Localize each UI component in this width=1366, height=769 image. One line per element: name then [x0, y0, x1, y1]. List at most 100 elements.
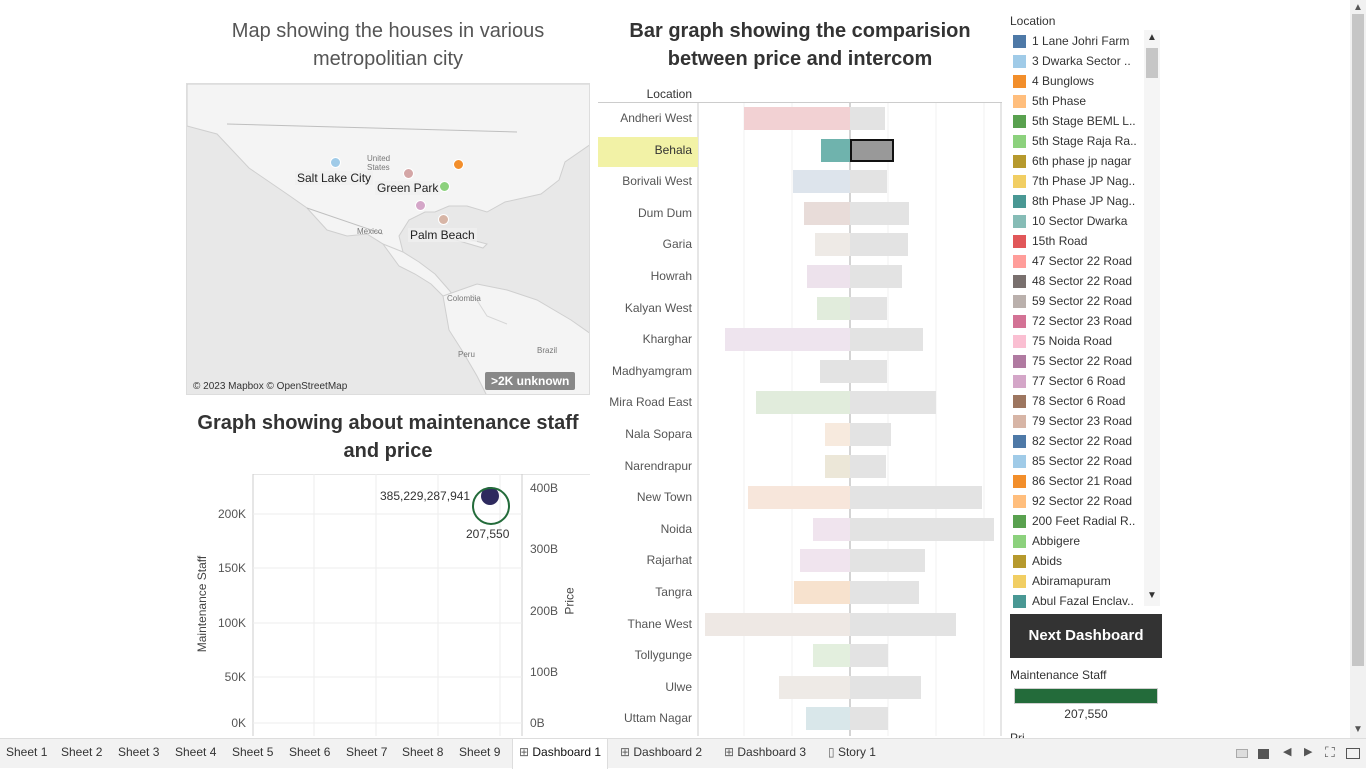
legend-item[interactable]: 75 Noida Road — [1013, 331, 1112, 351]
tab-dashboard-3[interactable]: ⊞ Dashboard 3 — [724, 745, 806, 759]
map-point-green-park[interactable] — [439, 181, 450, 192]
unknown-badge[interactable]: >2K unknown — [485, 372, 576, 390]
location-label[interactable]: Tollygunge — [634, 648, 692, 663]
map-point-palm-beach[interactable] — [438, 214, 449, 225]
legend-item[interactable]: 10 Sector Dwarka — [1013, 211, 1127, 231]
filmstrip-icon[interactable] — [1236, 749, 1248, 758]
intercom-bar[interactable] — [850, 707, 888, 731]
legend-item[interactable]: 200 Feet Radial R.. — [1013, 511, 1135, 531]
price-bar[interactable] — [794, 581, 850, 604]
tab-sheet-4[interactable]: Sheet 4 — [175, 745, 216, 759]
price-bar[interactable] — [820, 359, 850, 383]
map-point-tan[interactable] — [403, 168, 414, 179]
legend-item[interactable]: 92 Sector 22 Road — [1013, 491, 1132, 511]
location-label[interactable]: Behala — [654, 142, 692, 157]
intercom-bar[interactable] — [850, 517, 994, 541]
legend-item[interactable]: 86 Sector 21 Road — [1013, 471, 1132, 491]
legend-item[interactable]: 7th Phase JP Nag.. — [1013, 171, 1135, 191]
map-attribution[interactable]: © 2023 Mapbox © OpenStreetMap — [193, 381, 348, 392]
price-bar[interactable] — [756, 391, 850, 415]
scroll-down-icon[interactable]: ▼ — [1353, 724, 1363, 735]
location-label[interactable]: Noida — [660, 521, 692, 536]
map-view[interactable]: United States Mexico Colombia Peru Brazi… — [186, 83, 590, 395]
price-bar[interactable] — [807, 265, 850, 288]
location-label[interactable]: Narendrapur — [624, 458, 692, 473]
next-dashboard-button[interactable]: Next Dashboard — [1010, 614, 1162, 658]
legend-item[interactable]: Abbigere — [1013, 531, 1080, 551]
legend-item[interactable]: 5th Stage BEML L.. — [1013, 111, 1136, 131]
price-bar[interactable] — [804, 201, 850, 225]
legend-item[interactable]: 77 Sector 6 Road — [1013, 371, 1125, 391]
location-column-header[interactable]: Location — [646, 87, 692, 101]
location-label[interactable]: Borivali West — [622, 174, 692, 189]
next-sheet-icon[interactable]: ▶ — [1304, 746, 1313, 758]
intercom-bar[interactable] — [850, 454, 886, 478]
location-label[interactable]: Kharghar — [642, 332, 692, 347]
scatter-plot[interactable]: 200K 150K 100K 50K 0K 400B 300B 200B 100… — [186, 474, 590, 736]
scroll-up-icon[interactable]: ▲ — [1147, 32, 1157, 43]
tab-story-1[interactable]: ▯ Story 1 — [828, 745, 876, 759]
previous-sheet-icon[interactable]: ◀ — [1283, 746, 1292, 758]
intercom-bar[interactable] — [850, 296, 887, 320]
legend-item[interactable]: 1 Lane Johri Farm — [1013, 31, 1129, 51]
price-bar[interactable] — [705, 612, 850, 636]
intercom-bar[interactable] — [850, 581, 919, 604]
legend-item[interactable]: 3 Dwarka Sector .. — [1013, 51, 1131, 71]
legend-item[interactable]: Abids — [1013, 551, 1062, 571]
tab-sheet-7[interactable]: Sheet 7 — [346, 745, 387, 759]
map-point-salt-lake[interactable] — [330, 157, 341, 168]
intercom-bar[interactable] — [850, 486, 982, 510]
map-point-purple[interactable] — [415, 200, 426, 211]
scroll-thumb[interactable] — [1146, 48, 1158, 78]
legend-item[interactable]: 5th Phase — [1013, 91, 1086, 111]
price-bar[interactable] — [815, 233, 850, 257]
legend-item[interactable]: 5th Stage Raja Ra.. — [1013, 131, 1137, 151]
scroll-up-icon[interactable]: ▲ — [1353, 2, 1363, 13]
intercom-bar[interactable] — [850, 359, 887, 383]
legend-item[interactable]: 47 Sector 22 Road — [1013, 251, 1132, 271]
location-label[interactable]: Uttam Nagar — [623, 711, 692, 726]
legend-item[interactable]: 78 Sector 6 Road — [1013, 391, 1125, 411]
intercom-bar[interactable] — [850, 138, 894, 162]
intercom-bar[interactable] — [850, 265, 902, 288]
intercom-bar[interactable] — [850, 107, 885, 130]
location-label[interactable]: Howrah — [650, 269, 692, 283]
location-label[interactable]: Kalyan West — [624, 300, 692, 315]
main-scrollbar[interactable]: ▲ ▼ — [1350, 0, 1366, 738]
tab-view-icon[interactable] — [1258, 749, 1269, 759]
price-bar[interactable] — [821, 138, 850, 162]
location-label[interactable]: Madhyamgram — [611, 363, 692, 378]
price-bar[interactable] — [748, 486, 850, 510]
location-label[interactable]: New Town — [636, 490, 692, 505]
intercom-bar[interactable] — [850, 675, 921, 699]
main-scroll-thumb[interactable] — [1352, 14, 1364, 666]
price-bar[interactable] — [744, 107, 850, 130]
legend-item[interactable]: 15th Road — [1013, 231, 1087, 251]
tab-dashboard-1[interactable]: ⊞ Dashboard 1 — [512, 739, 609, 769]
tab-sheet-3[interactable]: Sheet 3 — [118, 745, 159, 759]
staff-point[interactable] — [472, 487, 510, 525]
location-label[interactable]: Nala Sopara — [625, 427, 692, 441]
scroll-down-icon[interactable]: ▼ — [1147, 590, 1157, 601]
legend-item[interactable]: 72 Sector 23 Road — [1013, 311, 1132, 331]
price-bar[interactable] — [817, 296, 850, 320]
legend-item[interactable]: 85 Sector 22 Road — [1013, 451, 1132, 471]
tab-dashboard-2[interactable]: ⊞ Dashboard 2 — [620, 745, 702, 759]
map-point-orange[interactable] — [453, 159, 464, 170]
price-bar[interactable] — [825, 423, 850, 446]
legend-item[interactable]: 6th phase jp nagar — [1013, 151, 1131, 171]
legend-item[interactable]: Abiramapuram — [1013, 571, 1111, 591]
price-bar[interactable] — [813, 517, 850, 541]
price-bar[interactable] — [813, 644, 850, 668]
price-bar[interactable] — [725, 328, 850, 352]
intercom-bar[interactable] — [850, 612, 956, 636]
location-label[interactable]: Mira Road East — [609, 395, 692, 410]
price-bar[interactable] — [793, 170, 850, 194]
legend-item[interactable]: Abul Fazal Enclav.. — [1013, 591, 1134, 611]
intercom-bar[interactable] — [850, 644, 888, 668]
tab-sheet-8[interactable]: Sheet 8 — [402, 745, 443, 759]
price-bar[interactable] — [800, 549, 850, 573]
price-bar[interactable] — [806, 707, 850, 731]
price-bar[interactable] — [779, 675, 850, 699]
intercom-bar[interactable] — [850, 233, 908, 257]
